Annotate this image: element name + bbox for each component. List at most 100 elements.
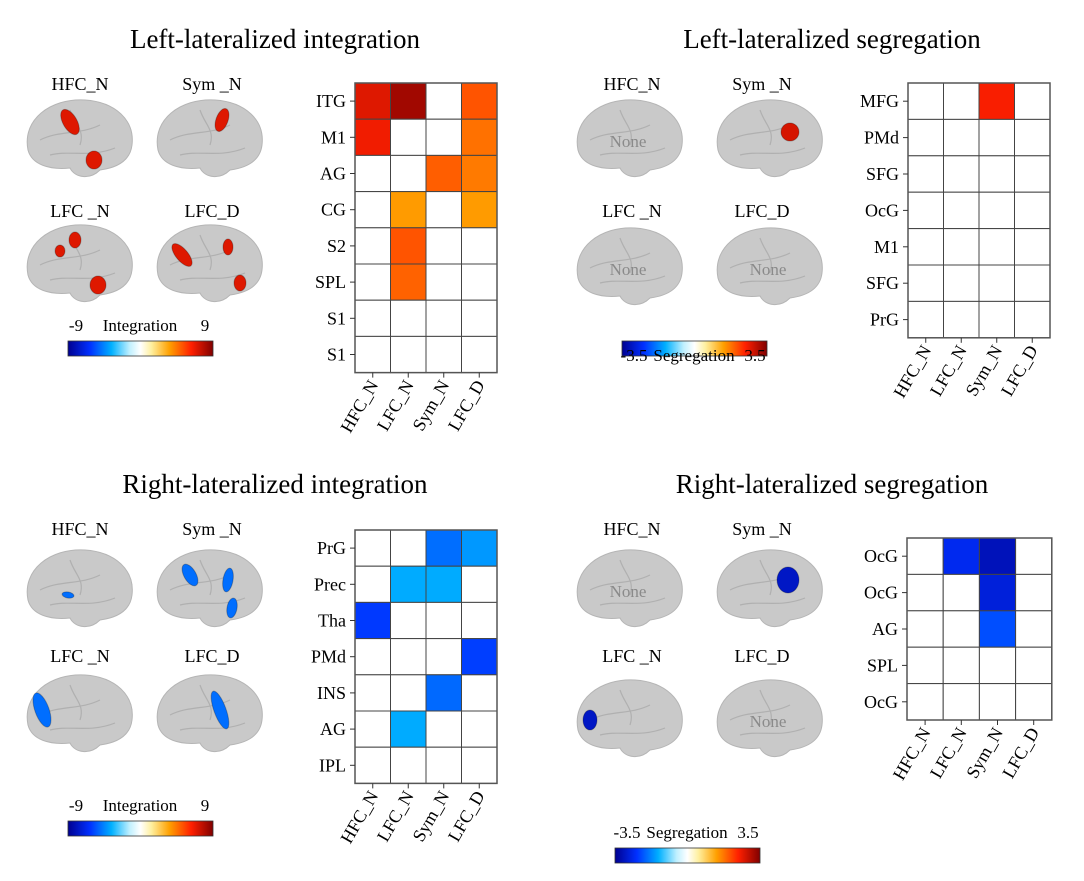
heatmap-cell xyxy=(390,335,427,374)
heatmap-cell xyxy=(942,646,980,685)
heatmap-cell xyxy=(942,683,980,721)
activation-blob xyxy=(54,244,66,258)
y-tick-label: Tha xyxy=(318,611,346,631)
y-tick-label: INS xyxy=(317,683,346,703)
brain-sulci xyxy=(589,559,666,606)
x-tick-label: LFC_D xyxy=(998,724,1043,782)
heatmap-cell xyxy=(906,646,944,685)
y-tick-label: SFG xyxy=(866,273,899,293)
colorbar-label: Integration xyxy=(103,316,178,335)
brain-sulci xyxy=(729,689,806,736)
activation-blob xyxy=(68,231,82,249)
heatmap-cell xyxy=(461,638,498,676)
y-tick-label: OcG xyxy=(864,546,898,566)
heatmap-cell xyxy=(354,601,391,640)
heatmap-border xyxy=(354,82,498,374)
heatmap-cell xyxy=(942,537,980,575)
activation-blob xyxy=(85,150,103,170)
colorbar xyxy=(67,340,214,357)
brain-sulci xyxy=(729,237,806,284)
y-tick-label: PrG xyxy=(870,310,899,330)
heatmap-cell xyxy=(906,610,944,648)
heatmap-cell xyxy=(390,191,427,229)
heatmap-cell xyxy=(943,155,980,193)
heatmap-cell xyxy=(1015,646,1053,685)
activation-blob xyxy=(61,591,75,599)
heatmap-cell xyxy=(461,529,498,567)
heatmap-cell xyxy=(425,82,462,120)
heatmap-cell xyxy=(390,529,427,567)
heatmap-cell xyxy=(978,610,1017,648)
heatmap-cell xyxy=(354,565,391,603)
brain-surface: None xyxy=(716,679,823,757)
y-tick-label: M1 xyxy=(874,237,899,257)
brain-icon xyxy=(576,227,683,305)
x-tick-label: HFC_N xyxy=(889,342,935,401)
heatmap-cell xyxy=(1015,573,1053,612)
heatmap-cell xyxy=(461,565,498,603)
heatmap-cell xyxy=(425,529,462,567)
y-tick-label: S1 xyxy=(327,308,346,328)
brain-sulci xyxy=(39,559,116,606)
brain-surface xyxy=(576,679,683,757)
x-tick-label: HFC_N xyxy=(336,377,382,436)
panel-title: Right-lateralized segregation xyxy=(676,469,989,499)
activation-blob xyxy=(780,122,800,142)
brain-surface xyxy=(716,99,823,177)
brain-label: LFC _N xyxy=(50,201,110,221)
brain-surface: None xyxy=(576,227,683,305)
brain-icon xyxy=(26,549,133,627)
brain-sulci xyxy=(169,684,246,731)
activation-blob xyxy=(214,108,230,132)
y-tick-label: Prec xyxy=(314,574,346,594)
y-tick-label: SFG xyxy=(866,164,899,184)
brain-surface xyxy=(156,99,263,177)
brain-icon xyxy=(576,99,683,177)
y-tick-label: S1 xyxy=(327,345,346,365)
heatmap-cell xyxy=(1014,300,1051,339)
activation-blob xyxy=(776,566,800,594)
heatmap-cell xyxy=(907,118,944,157)
brain-label: HFC_N xyxy=(603,519,660,539)
brain-surface xyxy=(26,99,133,177)
heatmap-cell xyxy=(1015,683,1053,721)
colorbar xyxy=(621,340,768,357)
brain-label: Sym _N xyxy=(732,519,792,539)
heatmap-cell xyxy=(354,710,391,748)
y-tick-label: SPL xyxy=(867,655,898,675)
heatmap-cell xyxy=(425,565,462,603)
heatmap-cell xyxy=(425,191,462,229)
brain-surface xyxy=(26,224,133,302)
activation-blob xyxy=(210,690,230,730)
heatmap-cell xyxy=(942,610,980,648)
y-tick-label: OcG xyxy=(864,692,898,712)
brain-surface: None xyxy=(716,227,823,305)
heatmap-cell xyxy=(943,191,980,230)
brain-icon xyxy=(716,679,823,757)
y-tick-label: ITG xyxy=(316,91,346,111)
panel-1: Left-lateralized segregation HFC_N None Sym… xyxy=(576,24,1051,401)
heatmap-cell xyxy=(943,228,980,266)
panel-0: Left-lateralized integration HFC_N Sym _N L… xyxy=(26,24,498,436)
brain-surface xyxy=(716,549,823,627)
y-tick-label: PMd xyxy=(311,647,346,667)
brain-icon xyxy=(26,674,133,752)
heatmap-cell xyxy=(978,537,1017,575)
heatmap-cell xyxy=(390,154,427,193)
heatmap-cell xyxy=(425,601,462,640)
heatmap-cell xyxy=(425,674,462,712)
panel-title: Left-lateralized segregation xyxy=(683,24,981,54)
heatmap-cell xyxy=(354,118,391,156)
heatmap-cell xyxy=(354,638,391,676)
panel-3: Right-lateralized segregation HFC_N None Sy… xyxy=(576,469,1053,864)
y-tick-label: AG xyxy=(320,164,346,184)
heatmap-cell xyxy=(1014,82,1051,120)
heatmap-cell xyxy=(978,191,1015,230)
heatmap-cell xyxy=(390,565,427,603)
heatmap-cell xyxy=(390,227,427,265)
y-tick-label: AG xyxy=(872,619,898,639)
y-tick-label: S2 xyxy=(327,236,346,256)
colorbar-min-label: -9 xyxy=(69,316,83,335)
colorbar-min-label: -9 xyxy=(69,796,83,815)
colorbar xyxy=(67,820,214,837)
